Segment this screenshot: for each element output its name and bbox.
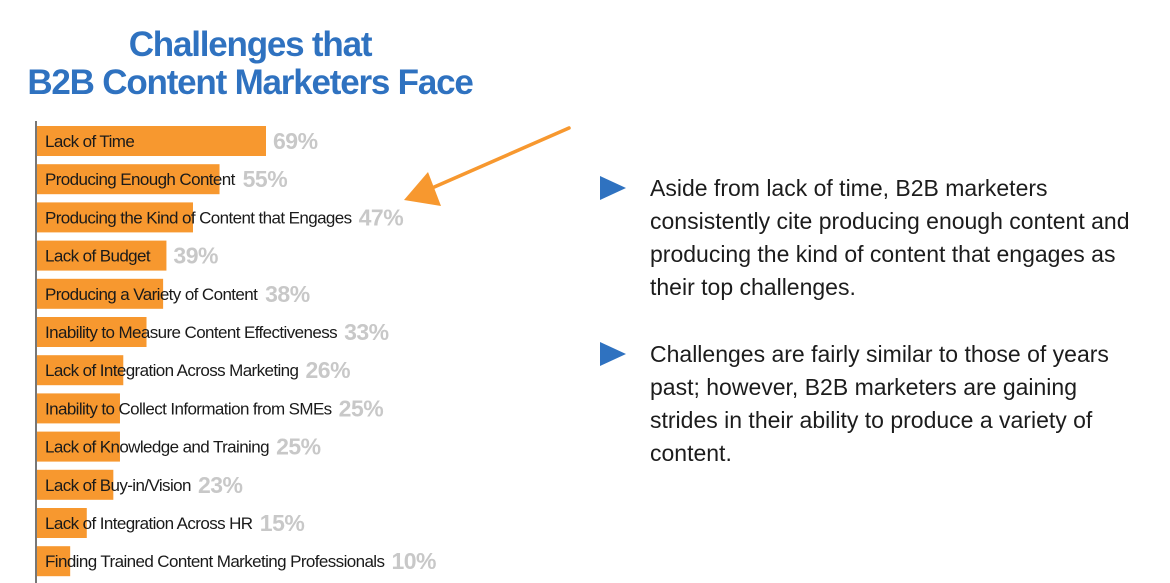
- chart-canvas: Lack of Time 69% Producing Enough Content 5…: [35, 121, 571, 583]
- value-label: 15%: [260, 510, 305, 536]
- bullet-text: Challenges are fairly similar to those o…: [650, 341, 1109, 466]
- bullet-list: Aside from lack of time, B2B marketers c…: [600, 172, 1160, 504]
- category-label: Lack of Buy-in/Vision: [45, 476, 191, 495]
- bar: [37, 240, 167, 271]
- value-label: 47%: [359, 204, 404, 230]
- value-label: 26%: [306, 357, 351, 383]
- annotation-arrow-icon: [404, 126, 571, 206]
- value-label: 33%: [344, 319, 389, 345]
- category-label: Lack of Knowledge and Training: [45, 438, 269, 457]
- bar: [37, 393, 120, 424]
- page-title: Challenges that B2B Content Marketers Fa…: [0, 26, 500, 102]
- bar: [37, 546, 71, 577]
- play-triangle-icon: [600, 176, 626, 200]
- bar: [37, 431, 120, 462]
- category-label: Lack of Integration Across HR: [45, 514, 253, 533]
- category-label: Producing Enough Content: [45, 170, 236, 189]
- bar: [37, 355, 124, 386]
- bullet-text: Aside from lack of time, B2B marketers c…: [650, 175, 1130, 300]
- value-label: 25%: [339, 395, 384, 421]
- value-label: 55%: [243, 166, 288, 192]
- bar: [37, 317, 147, 347]
- bar: [37, 469, 114, 500]
- category-label: Inability to Measure Content Effectivene…: [45, 323, 337, 342]
- arrow-shaft: [430, 126, 571, 190]
- bar: [37, 508, 87, 538]
- category-label: Lack of Time: [45, 132, 134, 151]
- bullet-item: Aside from lack of time, B2B marketers c…: [600, 172, 1160, 304]
- value-label: 10%: [391, 548, 436, 574]
- category-label: Producing the Kind of Content that Engag…: [45, 208, 352, 227]
- play-triangle-icon: [600, 342, 626, 366]
- bar: [37, 164, 220, 195]
- title-line-1: Challenges that: [128, 25, 373, 64]
- value-label: 39%: [173, 243, 218, 269]
- value-label: 23%: [198, 472, 243, 498]
- category-label: Finding Trained Content Marketing Profes…: [45, 552, 384, 571]
- challenges-bar-chart: Lack of Time 69% Producing Enough Content 5…: [35, 121, 571, 583]
- category-label: Producing a Variety of Content: [45, 285, 258, 304]
- category-label: Inability to Collect Information from SM…: [45, 399, 332, 418]
- bullet-item: Challenges are fairly similar to those o…: [600, 338, 1160, 470]
- value-label: 25%: [276, 434, 321, 460]
- bar: [37, 278, 164, 309]
- bar: [37, 126, 266, 156]
- category-label: Lack of Integration Across Marketing: [45, 361, 299, 380]
- bar: [37, 202, 193, 233]
- title-line-2: B2B Content Marketers Face: [27, 63, 474, 102]
- category-label: Lack of Budget: [45, 247, 151, 266]
- value-label: 69%: [273, 128, 318, 154]
- value-label: 38%: [265, 281, 310, 307]
- arrow-head: [404, 172, 441, 206]
